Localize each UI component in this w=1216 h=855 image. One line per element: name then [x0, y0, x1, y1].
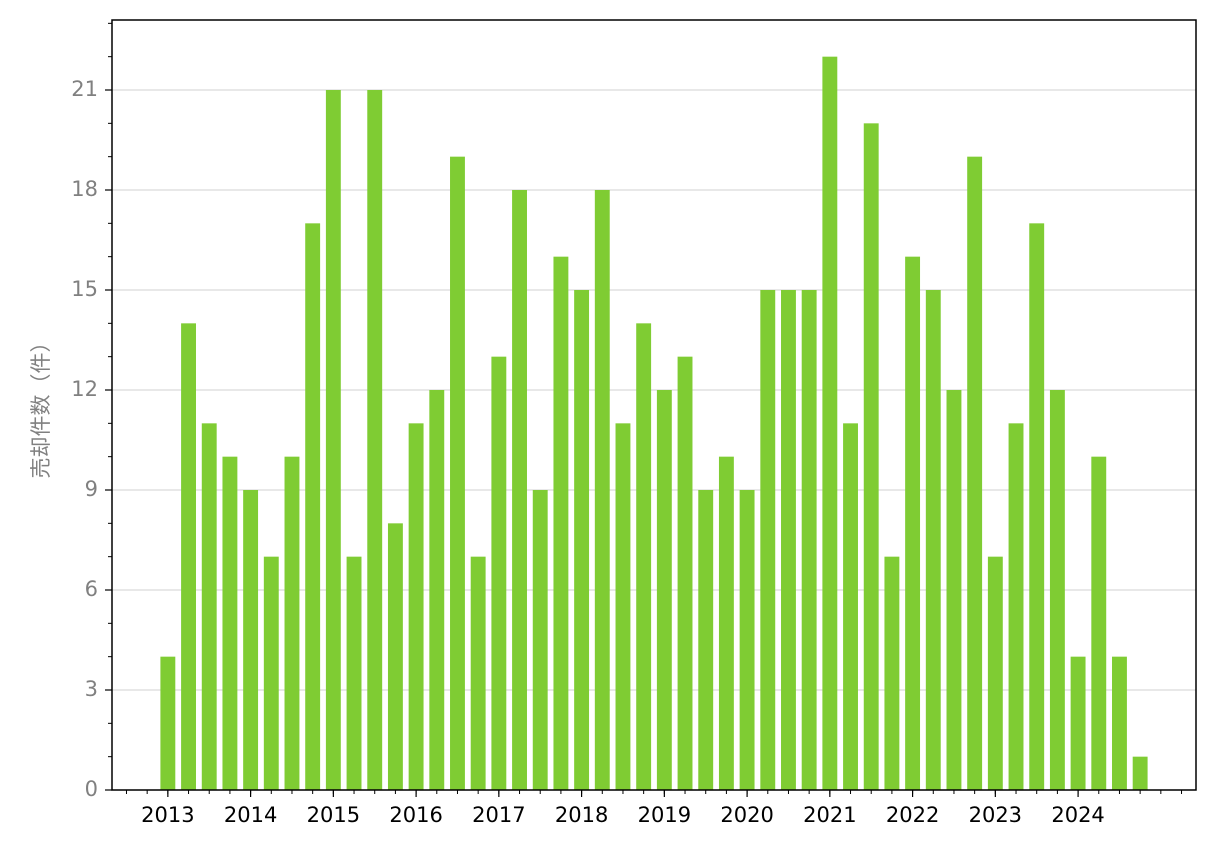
x-tick-label: 2023 — [969, 803, 1022, 827]
bar — [1112, 656, 1127, 790]
bar — [1070, 656, 1086, 790]
bar — [1008, 423, 1024, 790]
bar — [656, 390, 672, 790]
y-tick-label: 18 — [71, 177, 98, 201]
plot-frame — [111, 19, 1197, 791]
bar — [160, 656, 176, 790]
bar — [243, 490, 259, 790]
bar — [408, 423, 424, 790]
x-tick-label: 2022 — [886, 803, 939, 827]
x-tick-label: 2018 — [555, 803, 608, 827]
bar — [387, 523, 403, 790]
x-tick-label: 2021 — [803, 803, 856, 827]
bar — [843, 423, 858, 790]
bar — [346, 556, 362, 790]
bar — [987, 556, 1003, 790]
x-tick-label: 2016 — [389, 803, 442, 827]
bar — [946, 390, 962, 790]
x-tick-label: 2020 — [720, 803, 773, 827]
y-tick-label: 6 — [85, 577, 98, 601]
bar — [574, 290, 590, 790]
bar — [470, 556, 486, 790]
bar — [822, 56, 838, 790]
bar — [1049, 390, 1065, 790]
bar — [305, 223, 321, 791]
bar — [1091, 456, 1107, 790]
x-tick-label: 2013 — [141, 803, 194, 827]
bar — [222, 456, 238, 790]
x-tick-label: 2015 — [307, 803, 360, 827]
bar — [263, 556, 279, 790]
bar — [925, 290, 941, 790]
bar — [284, 456, 300, 790]
y-tick-label: 3 — [85, 677, 98, 701]
y-tick-label: 21 — [71, 77, 98, 101]
y-tick-label: 9 — [85, 477, 98, 501]
x-tick-label: 2017 — [472, 803, 525, 827]
bar — [615, 423, 631, 790]
bar — [1029, 223, 1045, 791]
bar — [718, 456, 734, 790]
bar — [801, 290, 817, 790]
bar — [739, 490, 755, 790]
bar — [367, 90, 383, 790]
bar — [1132, 756, 1148, 790]
bar — [863, 123, 879, 791]
bar — [181, 323, 196, 790]
bar — [450, 156, 465, 790]
bar — [967, 156, 983, 790]
bar — [532, 490, 548, 790]
bar — [201, 423, 217, 790]
bar — [491, 356, 507, 790]
bar — [677, 356, 693, 790]
x-tick-label: 2014 — [224, 803, 277, 827]
x-tick-label: 2024 — [1051, 803, 1104, 827]
bar — [429, 390, 445, 790]
bar — [636, 323, 652, 790]
y-tick-label: 12 — [71, 377, 98, 401]
bar — [760, 290, 776, 790]
bar — [512, 190, 527, 790]
y-tick-label: 15 — [71, 277, 98, 301]
x-tick-label: 2019 — [638, 803, 691, 827]
bar — [594, 190, 610, 790]
bar — [905, 256, 921, 791]
y-tick-label: 0 — [85, 777, 98, 801]
bar — [698, 490, 714, 790]
bar — [781, 290, 796, 790]
y-axis-label: 売却件数（件） — [29, 332, 53, 479]
bar — [325, 90, 341, 790]
bar — [884, 556, 900, 790]
bar — [553, 256, 569, 791]
